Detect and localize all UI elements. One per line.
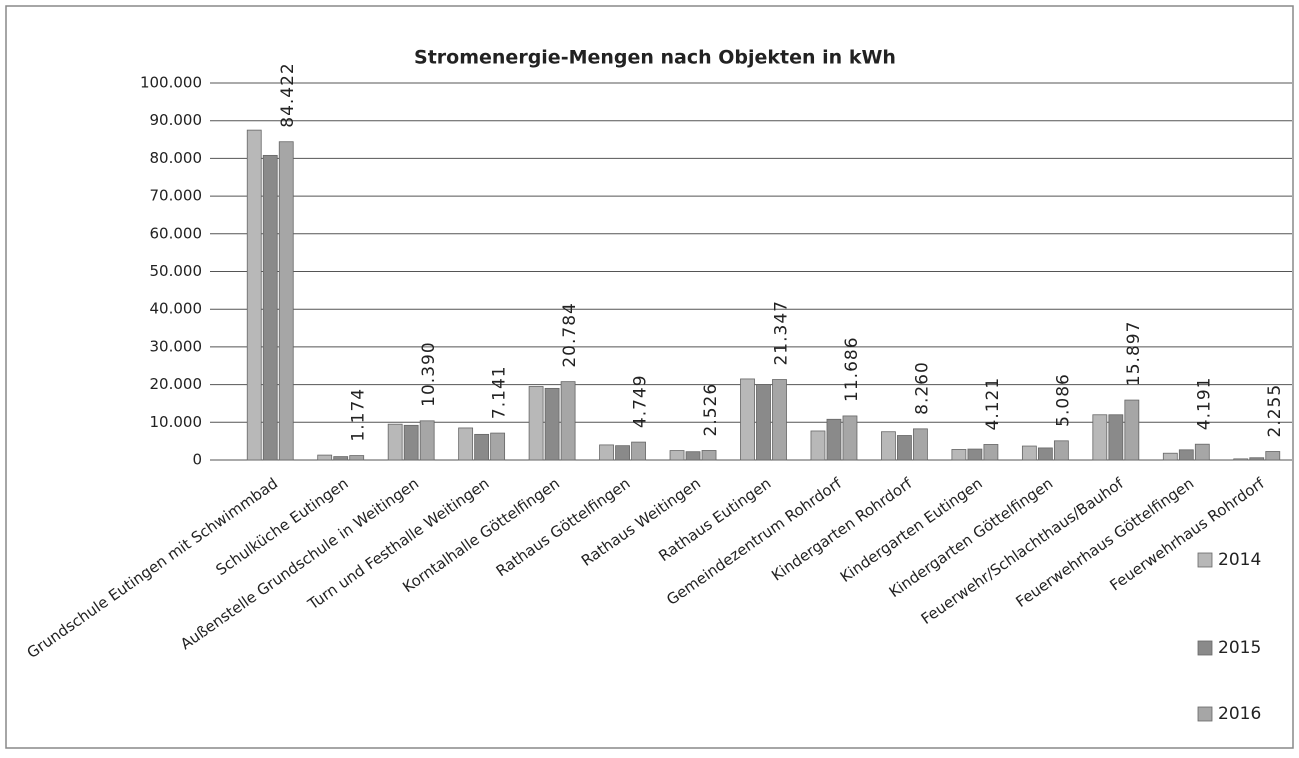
bar bbox=[1021, 445, 1037, 461]
legend-swatch bbox=[1197, 552, 1213, 568]
bar bbox=[772, 379, 787, 461]
bar bbox=[842, 415, 858, 461]
bar bbox=[474, 433, 490, 461]
y-tick-label: 60.000 bbox=[150, 224, 203, 242]
bar bbox=[599, 444, 614, 461]
value-label: 10.390 bbox=[419, 341, 439, 406]
value-label: 4.121 bbox=[983, 377, 1003, 431]
value-label: 2.526 bbox=[701, 383, 721, 437]
bar bbox=[490, 432, 506, 461]
bar bbox=[458, 427, 474, 461]
legend-swatch bbox=[1197, 706, 1213, 722]
legend-text: 2016 bbox=[1218, 704, 1261, 724]
legend-swatch bbox=[1197, 640, 1213, 656]
bar bbox=[913, 428, 928, 461]
bar bbox=[701, 450, 717, 461]
bar bbox=[951, 449, 967, 461]
value-label: 7.141 bbox=[490, 365, 510, 419]
value-label: 4.191 bbox=[1194, 377, 1214, 431]
y-tick-label: 20.000 bbox=[150, 375, 203, 393]
chart-border bbox=[5, 5, 1294, 749]
y-tick-label: 90.000 bbox=[150, 111, 203, 129]
x-tick-label: Grundschule Eutingen mit Schwimmbad bbox=[24, 474, 281, 662]
bar bbox=[1194, 443, 1210, 461]
bar bbox=[1265, 451, 1281, 461]
value-label: 84.422 bbox=[278, 62, 298, 127]
x-tick-label: Rathaus Weitingen bbox=[578, 474, 704, 570]
bar bbox=[544, 387, 560, 461]
y-tick-label: 70.000 bbox=[150, 187, 203, 205]
y-tick-label: 40.000 bbox=[150, 300, 203, 318]
bar bbox=[1037, 447, 1053, 461]
bar bbox=[631, 441, 646, 461]
bar bbox=[419, 420, 435, 461]
value-label: 4.749 bbox=[631, 374, 651, 428]
bar bbox=[349, 455, 365, 461]
value-label: 20.784 bbox=[560, 302, 580, 367]
bar bbox=[756, 384, 771, 461]
bar bbox=[881, 431, 896, 461]
bar bbox=[1178, 449, 1194, 461]
bar bbox=[1053, 440, 1069, 461]
bar bbox=[333, 456, 349, 461]
bar bbox=[246, 129, 262, 461]
bar bbox=[528, 386, 544, 461]
bar bbox=[262, 154, 278, 461]
value-label: 21.347 bbox=[772, 300, 792, 365]
value-label: 8.260 bbox=[912, 361, 932, 415]
bar bbox=[615, 445, 630, 461]
value-label: 11.686 bbox=[842, 336, 862, 401]
y-tick-label: 80.000 bbox=[150, 149, 203, 167]
bar bbox=[1124, 399, 1140, 461]
bar bbox=[740, 378, 755, 461]
y-tick-label: 100.000 bbox=[140, 74, 202, 92]
bar bbox=[669, 450, 685, 461]
bar bbox=[1162, 452, 1178, 461]
bar bbox=[560, 381, 576, 461]
bar bbox=[1092, 414, 1108, 461]
value-label: 5.086 bbox=[1053, 373, 1073, 427]
bar bbox=[967, 448, 983, 461]
bar bbox=[1233, 458, 1249, 461]
y-tick-label: 50.000 bbox=[150, 262, 203, 280]
y-tick-label: 0 bbox=[192, 451, 202, 469]
value-label: 15.897 bbox=[1124, 321, 1144, 386]
bar bbox=[1108, 414, 1124, 461]
bar bbox=[387, 423, 403, 461]
x-tick-label: Schulküche Eutingen bbox=[212, 474, 351, 579]
bar bbox=[897, 435, 912, 461]
bar bbox=[983, 444, 999, 461]
chart-title: Stromenergie-Mengen nach Objekten in kWh bbox=[414, 47, 896, 69]
y-tick-label: 10.000 bbox=[150, 413, 203, 431]
value-label: 1.174 bbox=[349, 388, 369, 442]
legend-text: 2015 bbox=[1218, 638, 1261, 658]
y-tick-label: 30.000 bbox=[150, 337, 203, 355]
bar bbox=[403, 424, 419, 461]
legend-text: 2014 bbox=[1218, 550, 1261, 570]
value-label: 2.255 bbox=[1265, 384, 1285, 438]
bar bbox=[278, 141, 294, 461]
bar bbox=[826, 418, 842, 461]
bar bbox=[1249, 457, 1265, 461]
bar bbox=[810, 430, 826, 461]
bar bbox=[317, 454, 333, 461]
x-tick-label: Rathaus Göttelfingen bbox=[493, 474, 634, 580]
bar bbox=[685, 451, 701, 461]
